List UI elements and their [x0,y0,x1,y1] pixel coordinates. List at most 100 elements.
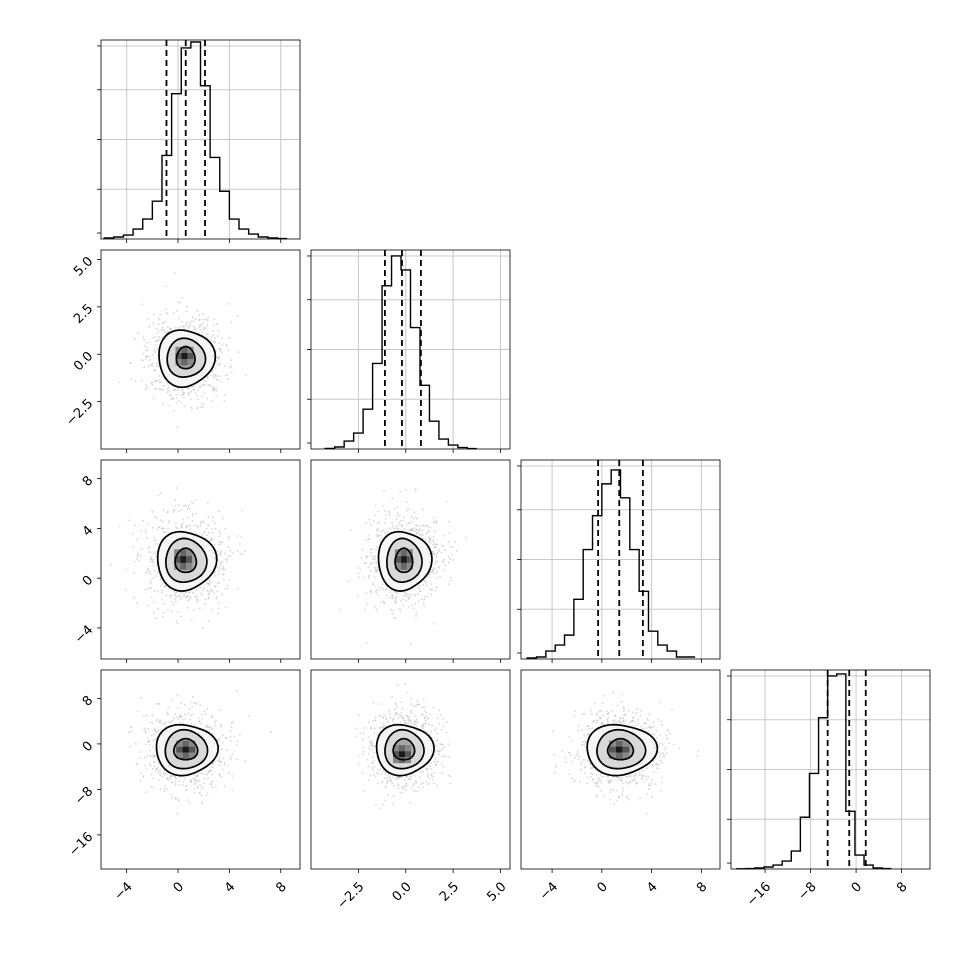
scatter-point [396,783,399,785]
scatter-point [201,802,204,805]
scatter-point [433,782,435,785]
scatter-point [210,527,213,530]
scatter-point [160,598,163,601]
scatter-point [203,392,206,395]
scatter-point [177,594,180,597]
contour-line [165,537,208,584]
scatter-point [395,703,398,706]
scatter-point [148,325,151,328]
scatter-point [452,559,455,561]
scatter-point [179,721,182,724]
scatter-point [414,705,417,708]
scatter-point [365,758,368,761]
scatter-point [144,355,147,358]
scatter-point [428,536,431,539]
scatter-point [155,340,158,343]
scatter-point [422,533,424,536]
scatter-point [355,727,357,730]
scatter-point [218,565,221,568]
density-cell [404,757,411,764]
scatter-point [206,791,209,794]
scatter-point [223,364,226,367]
scatter-point [213,761,215,764]
histogram-step-line [735,673,892,870]
scatter-point [206,708,209,710]
scatter-point [414,529,416,532]
scatter-point [448,561,450,564]
scatter-point [370,524,373,526]
scatter-point [179,717,182,719]
scatter-point [367,534,370,537]
scatter-point [375,804,377,806]
scatter-point [433,517,435,519]
scatter-point [186,606,189,609]
scatter-point [178,301,181,304]
scatter-point [210,385,213,387]
scatter-point [372,759,375,762]
scatter-point [146,569,149,572]
scatter-point [196,601,199,603]
scatter-point [213,373,215,376]
scatter-point [370,748,373,751]
scatter-point [438,709,441,712]
scatter-point [190,408,193,411]
density-cell [398,745,405,752]
scatter-point [207,619,210,622]
scatter-point [216,387,218,390]
contour-line [164,728,209,770]
scatter-point [235,743,238,746]
scatter-point [616,789,618,792]
scatter-point [388,777,391,780]
scatter-point [152,786,155,789]
scatter-point [168,327,171,330]
scatter-point [162,384,165,387]
scatter-point [365,592,368,594]
scatter-point [143,339,146,342]
scatter-point [149,580,152,583]
scatter-point [231,775,234,777]
scatter-point [369,590,372,593]
scatter-point [435,572,437,575]
scatter-point [155,575,158,577]
scatter-point [217,330,220,332]
scatter-point [429,762,432,765]
scatter-point [198,607,201,610]
scatter-point [227,546,230,548]
scatter-point [175,526,178,529]
scatter-point [631,779,634,782]
scatter-point [368,747,371,750]
scatter-point [365,642,368,645]
scatter-point [426,731,428,733]
scatter-point [587,732,590,735]
scatter-point [141,303,144,306]
scatter-point [152,381,155,384]
scatter-point [191,514,194,517]
scatter-point [208,579,210,581]
scatter-point [182,596,185,598]
scatter-point [215,390,218,392]
density-cell [181,359,188,366]
scatter-point [449,579,452,582]
scatter-point [396,592,399,595]
scatter-point [231,552,234,554]
scatter-point [195,595,198,597]
scatter-point [152,577,154,579]
scatter-point [154,760,156,763]
scatter-point [368,518,371,521]
scatter-point [369,570,372,573]
scatter-point [377,782,380,785]
scatter-point [198,386,201,389]
scatter-point [142,336,145,339]
scatter-point [396,515,399,517]
scatter-point [578,755,581,758]
scatter-point [415,611,418,614]
scatter-point [188,393,190,396]
scatter-point [385,718,388,721]
scatter-point [200,522,202,525]
scatter-point [392,721,395,724]
scatter-point [358,714,361,717]
scatter-point [431,778,434,781]
scatter-point [228,579,231,582]
scatter-point [190,619,193,622]
scatter-point [211,516,214,519]
